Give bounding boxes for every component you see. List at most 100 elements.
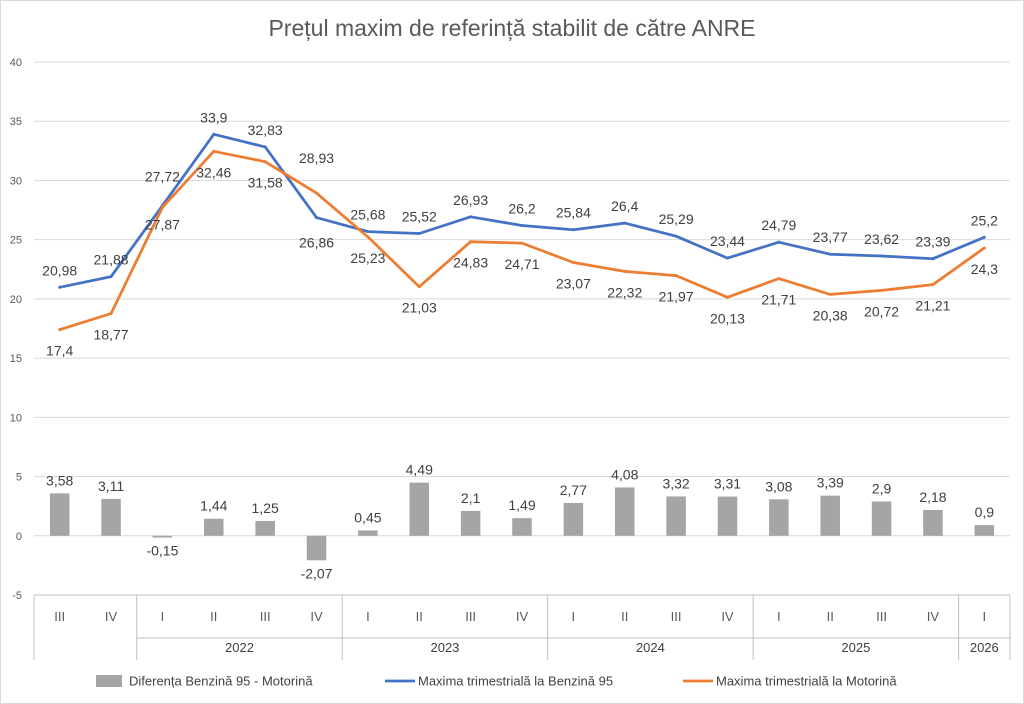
bar-diferenta xyxy=(666,496,686,536)
line-point xyxy=(880,254,884,258)
y-tick-label: -5 xyxy=(12,590,22,602)
line-point xyxy=(982,235,986,239)
line-data-label-benzina: 26,2 xyxy=(508,200,535,216)
line-point xyxy=(828,292,832,296)
line-point xyxy=(315,191,319,195)
line-point xyxy=(725,295,729,299)
y-tick-label: 10 xyxy=(10,412,22,424)
line-data-label-benzina: 25,68 xyxy=(350,207,385,223)
x-quarter-label: III xyxy=(54,609,65,624)
line-point xyxy=(828,252,832,256)
y-tick-label: 5 xyxy=(16,472,22,484)
bar-diferenta xyxy=(820,495,840,536)
bar-data-label: 1,44 xyxy=(200,498,227,514)
bar-diferenta xyxy=(717,496,738,536)
line-data-label-benzina: 21,88 xyxy=(94,252,129,268)
line-data-label-benzina: 27,87 xyxy=(145,217,180,233)
line-point xyxy=(931,283,935,287)
x-quarter-label: I xyxy=(366,609,370,624)
line-data-label-benzina: 26,93 xyxy=(453,192,488,208)
line-point xyxy=(571,261,575,265)
bar-diferenta xyxy=(152,535,173,538)
line-point xyxy=(520,223,524,227)
line-point xyxy=(725,256,729,260)
line-point xyxy=(366,235,370,239)
line-point xyxy=(469,215,473,219)
line-point xyxy=(674,234,678,238)
bar-diferenta xyxy=(255,520,275,536)
x-year-label: 2022 xyxy=(225,640,254,655)
bar-diferenta xyxy=(769,499,789,536)
chart-title: Prețul maxim de referință stabilit de că… xyxy=(268,15,755,41)
line-point xyxy=(880,288,884,292)
line-data-label-benzina: 25,29 xyxy=(659,211,694,227)
line-data-label-benzina: 26,86 xyxy=(299,235,334,251)
bar-diferenta xyxy=(512,518,532,536)
y-tick-label: 35 xyxy=(10,116,22,128)
bar-data-label: 0,45 xyxy=(354,509,381,525)
line-data-label-motorina: 21,97 xyxy=(659,289,694,305)
line-data-label-benzina: 23,77 xyxy=(813,229,848,245)
line-point xyxy=(212,149,216,153)
y-tick-label: 25 xyxy=(10,235,22,247)
bar-data-label: 1,25 xyxy=(252,500,279,516)
bar-data-label: 3,39 xyxy=(817,475,844,491)
line-data-label-benzina: 25,52 xyxy=(402,209,437,225)
bar-diferenta xyxy=(409,482,430,536)
x-quarter-label: III xyxy=(876,609,887,624)
bar-data-label: 2,18 xyxy=(919,489,946,505)
legend-swatch-bar xyxy=(96,675,122,687)
x-year-label: 2024 xyxy=(636,640,665,655)
line-data-label-motorina: 23,07 xyxy=(556,276,591,292)
x-quarter-label: IV xyxy=(721,609,734,624)
line-point xyxy=(417,232,421,236)
x-quarter-label: IV xyxy=(310,609,323,624)
line-data-label-motorina: 25,23 xyxy=(350,250,385,266)
line-point xyxy=(674,274,678,278)
line-point xyxy=(109,275,113,279)
bar-diferenta xyxy=(101,498,121,536)
x-quarter-label: III xyxy=(671,609,682,624)
x-quarter-label: III xyxy=(465,609,476,624)
x-quarter-label: I xyxy=(983,609,987,624)
bar-data-label: -0,15 xyxy=(146,543,178,559)
line-point xyxy=(263,145,267,149)
y-tick-label: 0 xyxy=(16,531,22,543)
line-data-label-motorina: 24,71 xyxy=(504,256,539,272)
line-data-label-motorina: 32,46 xyxy=(196,164,231,180)
bar-data-label: 3,31 xyxy=(714,476,741,492)
bar-data-label: 0,9 xyxy=(975,504,995,520)
line-data-label-benzina: 23,44 xyxy=(710,233,745,249)
line-point xyxy=(366,230,370,234)
x-quarter-label: IV xyxy=(105,609,118,624)
x-quarter-label: III xyxy=(260,609,271,624)
line-point xyxy=(623,269,627,273)
line-point xyxy=(931,257,935,261)
line-point xyxy=(623,221,627,225)
bar-data-label: -2,07 xyxy=(301,565,333,581)
line-data-label-benzina: 25,2 xyxy=(971,212,998,228)
x-quarter-label: II xyxy=(210,609,217,624)
line-data-label-motorina: 18,77 xyxy=(94,326,129,342)
line-point xyxy=(417,285,421,289)
bar-data-label: 3,11 xyxy=(98,478,124,494)
bar-diferenta xyxy=(306,535,327,561)
line-point xyxy=(315,216,319,220)
bar-diferenta xyxy=(460,510,481,536)
line-data-label-motorina: 17,4 xyxy=(46,343,73,359)
line-data-label-motorina: 22,32 xyxy=(607,284,642,300)
y-tick-label: 40 xyxy=(10,57,22,69)
bar-diferenta xyxy=(204,518,224,536)
line-data-label-motorina: 31,58 xyxy=(248,175,283,191)
line-data-label-motorina: 21,21 xyxy=(915,298,950,314)
line-data-label-benzina: 33,9 xyxy=(200,109,227,125)
y-tick-label: 30 xyxy=(10,175,22,187)
line-data-label-benzina: 26,4 xyxy=(611,198,638,214)
x-year-label: 2026 xyxy=(970,640,999,655)
line-data-label-motorina: 24,83 xyxy=(453,255,488,271)
line-data-label-benzina: 20,98 xyxy=(42,262,77,278)
line-point xyxy=(109,311,113,315)
line-data-label-motorina: 24,3 xyxy=(971,261,998,277)
line-point xyxy=(777,277,781,281)
